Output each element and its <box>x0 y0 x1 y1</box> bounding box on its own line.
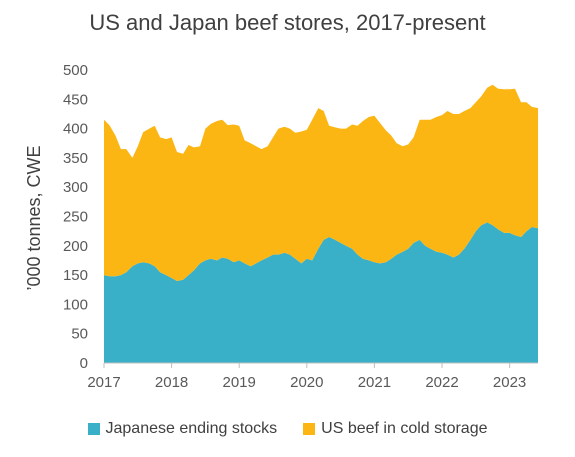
chart-title: US and Japan beef stores, 2017-present <box>89 10 486 35</box>
legend-swatch-japanese <box>87 423 100 435</box>
y-tick-label: 50 <box>71 326 88 343</box>
legend-label-us: US beef in cold storage <box>321 420 488 437</box>
x-tick-label: 2022 <box>425 374 458 391</box>
y-tick-label: 450 <box>63 91 88 108</box>
x-tick-label: 2021 <box>358 374 391 391</box>
y-tick-label: 350 <box>63 150 88 167</box>
y-tick-label: 500 <box>63 62 88 79</box>
y-axis-label: ’000 tonnes, CWE <box>24 145 44 290</box>
x-tick-label: 2020 <box>290 374 323 391</box>
legend-item-us-beef-in-cold-storage: US beef in cold storage <box>303 420 488 438</box>
y-tick-label: 250 <box>63 209 88 226</box>
x-tick-labels: 2017 2018 2019 2020 2021 2022 2023 <box>87 363 526 391</box>
x-tick-label: 2018 <box>155 374 188 391</box>
y-tick-label: 0 <box>80 355 88 372</box>
y-tick-label: 300 <box>63 179 88 196</box>
legend-label-japanese: Japanese ending stocks <box>105 420 278 437</box>
series-areas <box>104 84 538 363</box>
x-tick-label: 2017 <box>87 374 120 391</box>
y-tick-label: 400 <box>63 121 88 138</box>
y-tick-labels: 0 50 100 150 200 250 300 350 400 450 500 <box>63 62 88 372</box>
area-series-0 <box>104 222 538 363</box>
y-tick-label: 200 <box>63 238 88 255</box>
x-tick-label: 2023 <box>493 374 526 391</box>
area-series-1 <box>104 84 538 281</box>
legend-swatch-us <box>303 423 316 435</box>
y-tick-label: 100 <box>63 296 88 313</box>
legend-item-japanese-ending-stocks: Japanese ending stocks <box>87 420 278 438</box>
y-tick-label: 150 <box>63 267 88 284</box>
legend: Japanese ending stocks US beef in cold s… <box>0 420 575 438</box>
x-tick-label: 2019 <box>223 374 256 391</box>
